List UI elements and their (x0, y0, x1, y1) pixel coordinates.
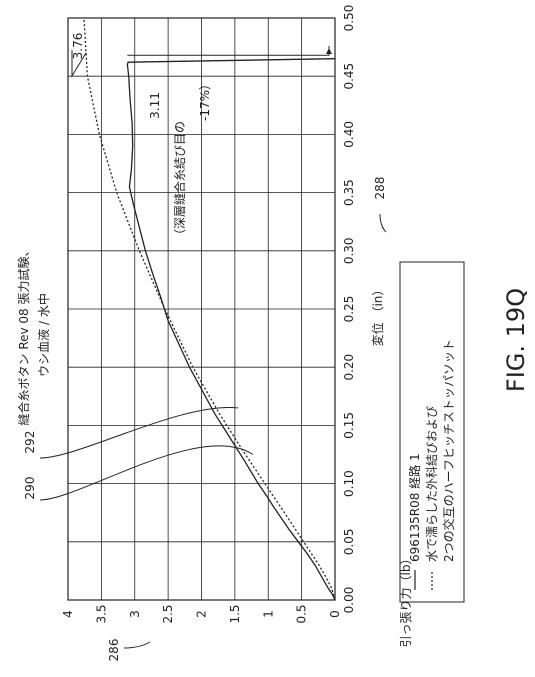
chart-title: 縫合糸ボタン Rev 08 張力試験、 (16, 245, 31, 426)
ref-numeral-ylabel: 286 (107, 639, 121, 662)
x-axis-label: 変位 （in） (370, 284, 385, 347)
rotated-chart: 0.00 0.05 0.10 0.15 0.20 0.25 0.30 0.35 0.40 0.45… (16, 5, 464, 662)
annotation-max: 3.76 (71, 33, 85, 60)
leader-290 (40, 446, 253, 500)
x-tick-1: 0.05 (342, 528, 356, 555)
series-line-0 (127, 59, 335, 600)
annotation-note-2: -17%） (198, 78, 212, 121)
x-tick-3: 0.15 (342, 412, 356, 439)
y-tick-6: 3 (128, 610, 142, 618)
leader-286 (124, 642, 150, 648)
y-tick-labels: 0 0.5 1 1.5 2 2.5 3 3.5 4 (61, 604, 342, 623)
y-tick-5: 2.5 (161, 604, 175, 623)
leader-288 (380, 214, 386, 232)
ref-numeral-curve-b: 292 (23, 431, 37, 454)
chart-subtitle: ウシ血液 / 水中 (36, 293, 51, 377)
x-tick-0: 0.00 (342, 587, 356, 614)
x-tick-9: 0.45 (342, 63, 356, 90)
y-tick-2: 1 (261, 610, 275, 618)
annotation-note-1: （深層縫合糸結び目の (172, 121, 187, 241)
y-tick-3: 1.5 (228, 604, 242, 623)
x-tick-labels: 0.00 0.05 0.10 0.15 0.20 0.25 0.30 0.35 0.40 0.45… (342, 5, 356, 614)
legend: 696135R08 経路 1 水で濡らした外科結びおよび 2つの交互のハーフヒッ… (400, 262, 464, 602)
y-tick-7: 3.5 (94, 604, 108, 623)
x-tick-8: 0.40 (342, 121, 356, 148)
y-tick-4: 2 (195, 610, 209, 618)
leader-292 (40, 407, 238, 458)
annotation-arrow (326, 48, 332, 54)
y-tick-1: 0.5 (295, 604, 309, 623)
annotation-peak: 3.11 (148, 92, 162, 119)
x-tick-2: 0.10 (342, 470, 356, 497)
legend-entry-1: 水で濡らした外科結びおよび (425, 406, 439, 562)
annotation-drop-leader (127, 46, 329, 55)
y-tick-8: 4 (61, 610, 75, 618)
y-axis-label: 引っ張り力（lb） (399, 553, 413, 648)
x-tick-4: 0.20 (342, 354, 356, 381)
y-tick-0: 0 (328, 610, 342, 618)
x-tick-7: 0.35 (342, 179, 356, 206)
x-tick-10: 0.50 (342, 5, 356, 32)
ref-numeral-curve-a: 290 (23, 477, 37, 500)
ref-numeral-xlabel: 288 (373, 177, 387, 200)
legend-entry-2: 2つの交互のハーフヒッチストッパソット (441, 339, 456, 562)
figure-label: FIG. 19Q (502, 288, 530, 392)
x-tick-6: 0.30 (342, 237, 356, 264)
legend-entry-0: 696135R08 経路 1 (407, 453, 422, 562)
x-tick-5: 0.25 (342, 296, 356, 323)
